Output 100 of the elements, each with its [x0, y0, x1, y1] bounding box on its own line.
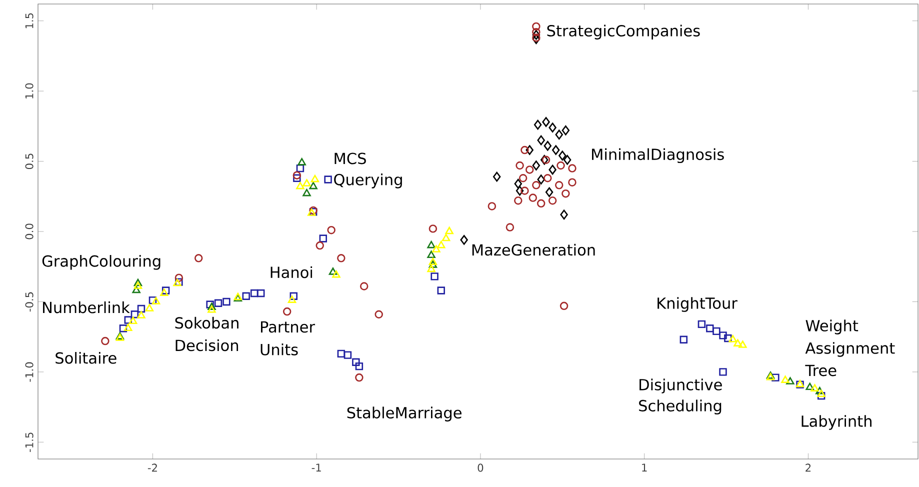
point	[214, 299, 222, 307]
annotation: Decision	[176, 339, 238, 352]
point	[132, 286, 140, 294]
point	[520, 186, 529, 195]
y-tick-label: -1.5	[25, 432, 34, 452]
point	[344, 351, 352, 359]
annotation: Units	[260, 344, 298, 356]
point	[719, 368, 727, 376]
point	[137, 304, 146, 313]
point	[437, 240, 446, 248]
y-tick-label: -0.5	[25, 292, 34, 312]
point	[316, 241, 324, 250]
point	[174, 274, 184, 282]
point	[319, 234, 327, 242]
point	[427, 250, 436, 258]
point	[558, 150, 566, 161]
point	[536, 199, 546, 208]
point	[562, 125, 570, 136]
point	[514, 178, 522, 189]
point	[817, 392, 826, 400]
point	[506, 223, 514, 232]
annotation: MinimalDiagnosis	[592, 148, 724, 164]
point	[437, 286, 445, 294]
point	[360, 282, 368, 290]
point	[328, 268, 338, 275]
point	[806, 382, 814, 390]
point	[680, 336, 688, 344]
annotation: StrategicCompanies	[547, 24, 700, 40]
point	[208, 305, 216, 313]
point	[355, 373, 364, 382]
point	[128, 316, 138, 324]
point	[124, 316, 132, 324]
annotation: MCS	[334, 152, 366, 164]
x-tick-label: -2	[148, 464, 157, 472]
point	[288, 296, 296, 303]
point	[534, 120, 542, 130]
annotation: Scheduling	[639, 400, 722, 414]
point	[257, 289, 265, 298]
point	[355, 362, 364, 370]
y-tick-label: 0.0	[25, 224, 34, 240]
y-tick-label: 0.5	[25, 154, 34, 170]
point	[430, 272, 438, 280]
point	[560, 210, 568, 220]
point	[222, 298, 230, 306]
point	[772, 374, 780, 382]
point	[555, 130, 563, 140]
point	[532, 160, 540, 170]
point	[738, 340, 747, 348]
point	[296, 182, 304, 190]
point	[719, 332, 727, 340]
point	[130, 310, 139, 318]
point	[290, 292, 298, 300]
point	[544, 174, 552, 182]
annotation: Weight	[806, 320, 858, 334]
point	[516, 186, 524, 196]
point	[124, 324, 132, 332]
point	[562, 189, 570, 198]
point	[428, 260, 438, 268]
point	[296, 164, 304, 172]
point	[242, 292, 250, 300]
point	[552, 145, 560, 155]
point	[518, 174, 528, 182]
point	[460, 235, 468, 245]
point	[786, 377, 794, 384]
x-tick-label: 1	[642, 464, 647, 472]
point	[532, 30, 540, 40]
point	[442, 234, 450, 242]
point	[332, 270, 340, 278]
annotation: Querying	[334, 174, 402, 188]
annotation: Disjunctive	[640, 378, 722, 394]
point	[548, 122, 556, 132]
point	[250, 289, 258, 298]
annotation: MazeGeneration	[472, 244, 595, 256]
point	[101, 336, 110, 346]
annotation: Numberlink	[43, 301, 130, 314]
point	[427, 264, 436, 272]
point	[194, 254, 203, 262]
point	[706, 324, 714, 332]
point	[724, 334, 732, 342]
point	[445, 226, 454, 234]
point	[206, 300, 214, 308]
y-tick-label: 1.0	[25, 83, 34, 98]
point	[488, 202, 496, 210]
point	[134, 282, 142, 289]
point	[728, 334, 737, 342]
annotation: Solitaire	[56, 352, 116, 364]
point	[555, 181, 564, 190]
point	[532, 22, 540, 31]
annotation: StableMarriage	[347, 406, 462, 422]
point	[428, 258, 438, 266]
point	[310, 174, 320, 182]
point	[542, 117, 550, 127]
point	[528, 194, 538, 202]
point	[148, 296, 157, 304]
point	[514, 196, 522, 205]
point	[516, 161, 524, 170]
annotation: KnightTour	[658, 297, 738, 312]
point	[698, 320, 706, 328]
point	[544, 140, 552, 151]
point	[145, 304, 154, 312]
